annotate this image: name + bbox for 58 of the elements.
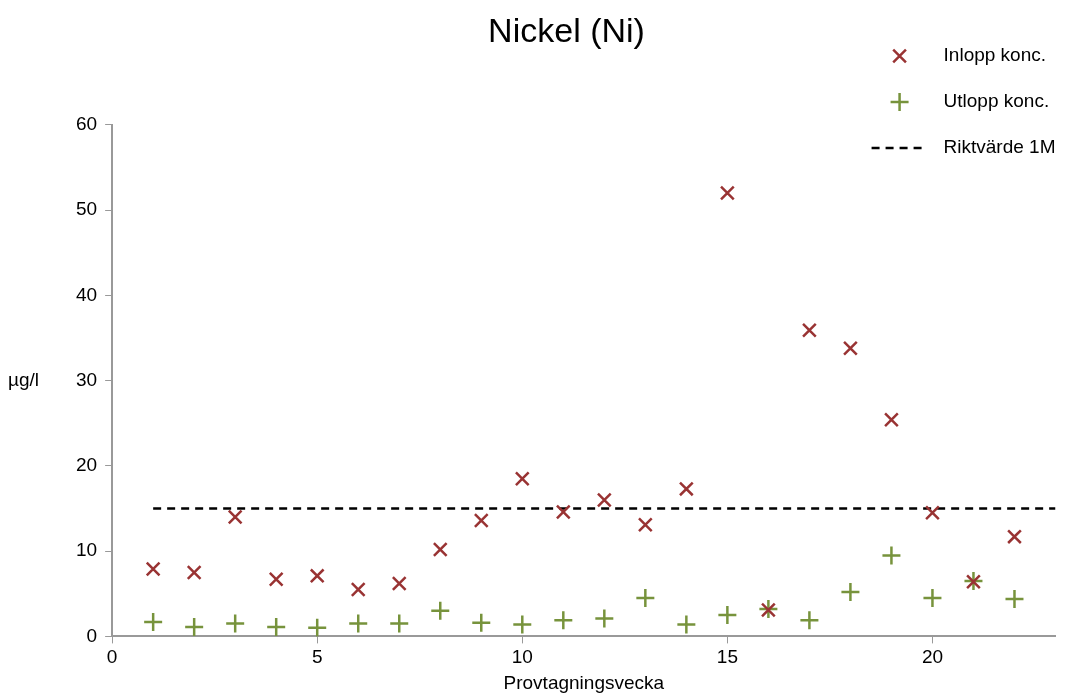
point <box>145 561 161 577</box>
chart-title: Nickel (Ni) <box>488 10 645 49</box>
legend-label: Riktvärde 1M <box>943 136 1056 158</box>
x-tick-label: 5 <box>311 646 323 668</box>
point <box>801 322 818 338</box>
point <box>306 617 328 637</box>
y-tick-label: 20 <box>75 454 98 476</box>
y-tick-label: 50 <box>75 198 98 220</box>
point <box>924 505 941 521</box>
point <box>391 575 407 592</box>
legend-label: Inlopp konc. <box>943 44 1047 66</box>
point <box>432 541 448 558</box>
point <box>555 504 571 520</box>
x-tick-label: 20 <box>921 646 944 668</box>
y-tick-label: 30 <box>75 368 98 390</box>
point <box>553 609 574 631</box>
point <box>347 613 369 634</box>
point <box>389 613 410 634</box>
y-tick-label: 40 <box>75 283 98 305</box>
point <box>883 412 900 428</box>
point <box>224 613 246 634</box>
legend-label: Utlopp konc. <box>943 90 1050 112</box>
y-tick-label: 0 <box>86 624 98 646</box>
point <box>265 616 287 637</box>
point <box>922 587 943 609</box>
point <box>183 616 205 637</box>
x-tick-label: 0 <box>106 646 118 668</box>
point <box>676 614 697 635</box>
point <box>186 564 202 581</box>
point <box>514 471 530 487</box>
point <box>799 609 820 631</box>
point <box>350 581 366 598</box>
point <box>142 611 164 633</box>
point <box>512 614 533 635</box>
point <box>678 481 694 497</box>
point <box>227 509 243 525</box>
point <box>1006 529 1023 545</box>
point <box>471 612 492 634</box>
point <box>881 545 902 566</box>
point <box>430 600 451 622</box>
y-tick-label: 10 <box>75 539 98 561</box>
y-axis-title: µg/l <box>8 368 40 390</box>
point <box>840 581 861 603</box>
point <box>594 608 615 629</box>
point <box>309 568 325 584</box>
x-tick-label: 15 <box>716 646 738 668</box>
y-tick-label: 60 <box>75 113 98 135</box>
point <box>842 340 859 356</box>
point <box>1004 588 1025 610</box>
point <box>719 185 735 201</box>
point <box>473 512 489 529</box>
x-tick-label: 10 <box>511 646 533 668</box>
point <box>717 604 738 626</box>
x-axis-title: Provtagningsvecka <box>503 671 665 693</box>
point <box>596 492 612 508</box>
point <box>637 517 653 533</box>
point <box>635 587 656 609</box>
point <box>268 571 284 587</box>
